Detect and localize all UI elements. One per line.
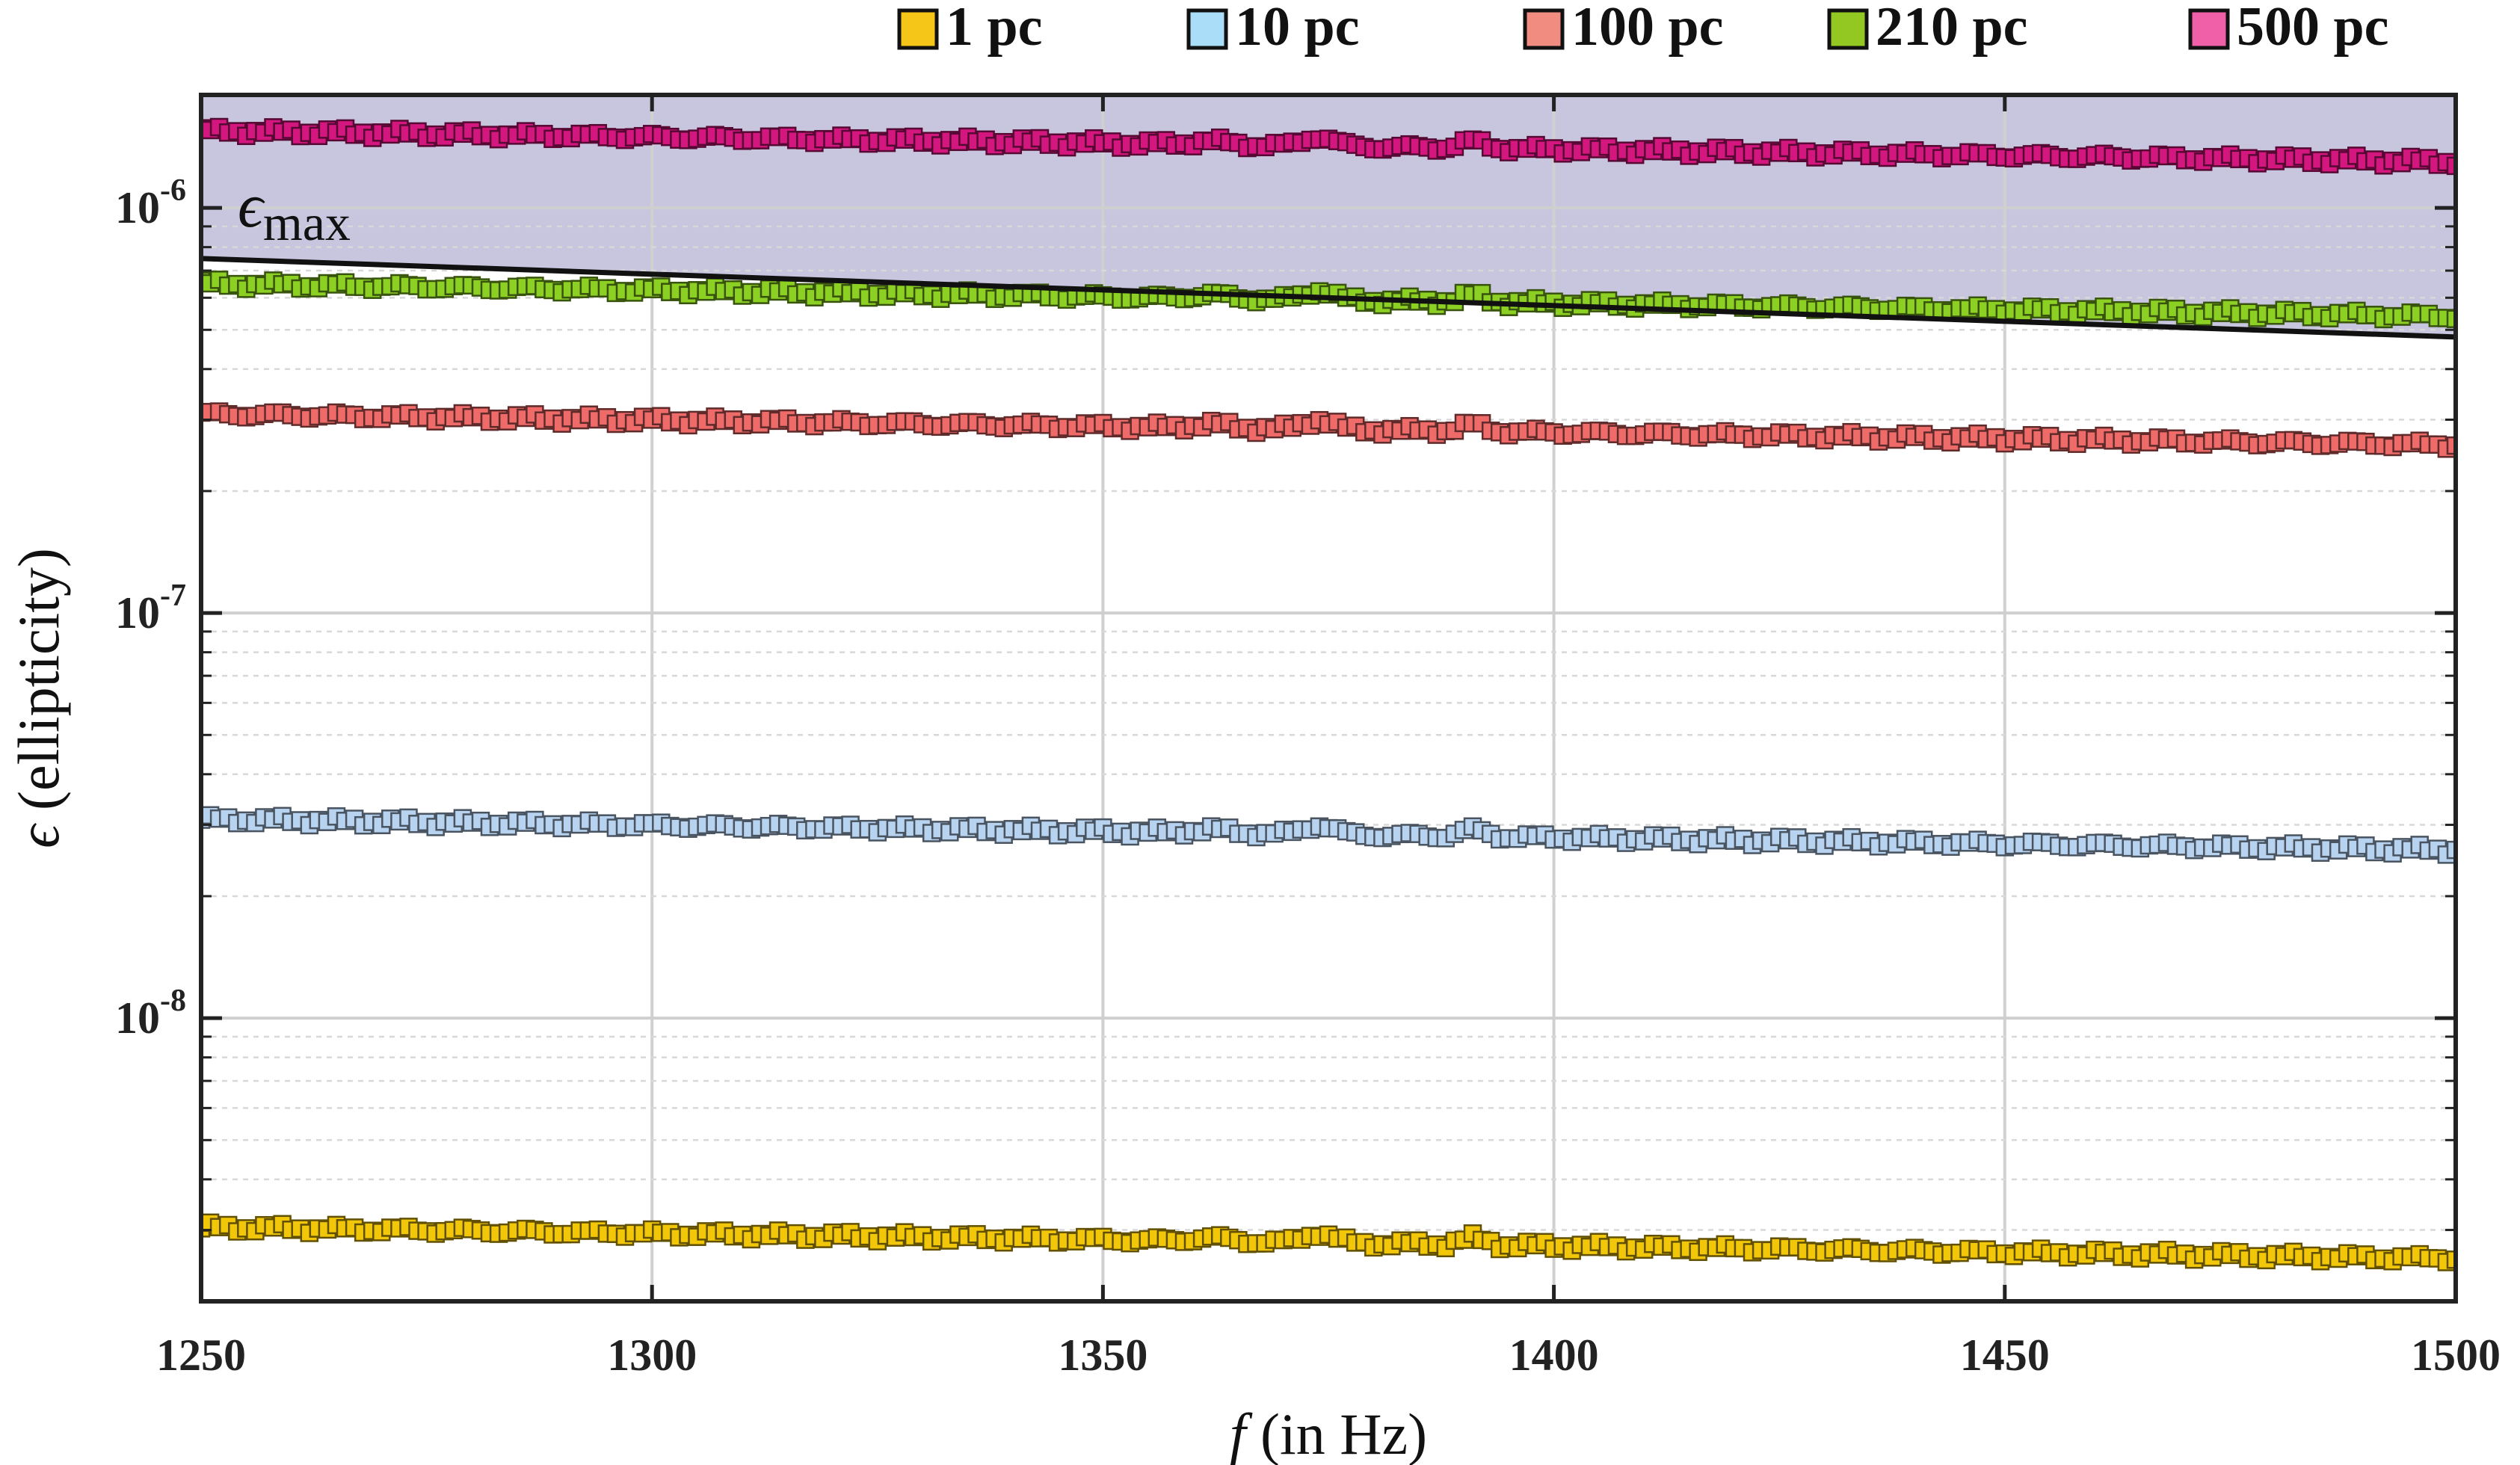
legend-swatch [897,8,939,50]
legend-swatch [1523,8,1565,50]
series-1-pc [201,1213,2456,1271]
legend-swatch [2188,8,2230,50]
series-500-pc [201,117,2456,176]
data-point [2446,309,2456,328]
plot-frame [199,93,2458,1304]
legend-label: 500 pc [2237,0,2389,58]
legend-label: 210 pc [1876,0,2028,58]
legend-item-210-pc[interactable]: 210 pc [1827,0,2028,58]
legend-label: 1 pc [946,0,1043,58]
legend-item-1-pc[interactable]: 1 pc [897,0,1043,58]
x-tick-label: 1300 [607,1330,697,1380]
x-tick-label: 1500 [2411,1330,2501,1380]
series-10-pc [201,806,2456,864]
x-axis-label: f (in Hz) [1230,1401,1427,1465]
data-point [2446,1250,2456,1269]
y-tick-label: 10-7 [115,579,186,638]
legend-label: 10 pc [1235,0,1360,58]
legend-item-500-pc[interactable]: 500 pc [2188,0,2389,58]
epsilon-max-label: ϵmax [238,171,351,251]
x-tick-label: 1450 [1960,1330,2050,1380]
data-point [2446,436,2456,455]
legend-item-10-pc[interactable]: 10 pc [1186,0,1360,58]
series-100-pc [201,402,2456,458]
data-point [2446,156,2456,176]
data-point [2446,840,2456,860]
y-axis-label: ϵ (ellipticity) [6,548,71,848]
legend-swatch [1827,8,1869,50]
epsilon-max-line [201,256,2456,340]
y-tick-label: 10-8 [115,984,186,1043]
legend-swatch [1186,8,1228,50]
x-tick-label: 1350 [1058,1330,1147,1380]
y-tick-label: 10-6 [115,173,186,232]
x-tick-label: 1400 [1509,1330,1599,1380]
x-tick-label: 1250 [156,1330,246,1380]
legend-item-100-pc[interactable]: 100 pc [1523,0,1724,58]
legend-label: 100 pc [1571,0,1724,58]
